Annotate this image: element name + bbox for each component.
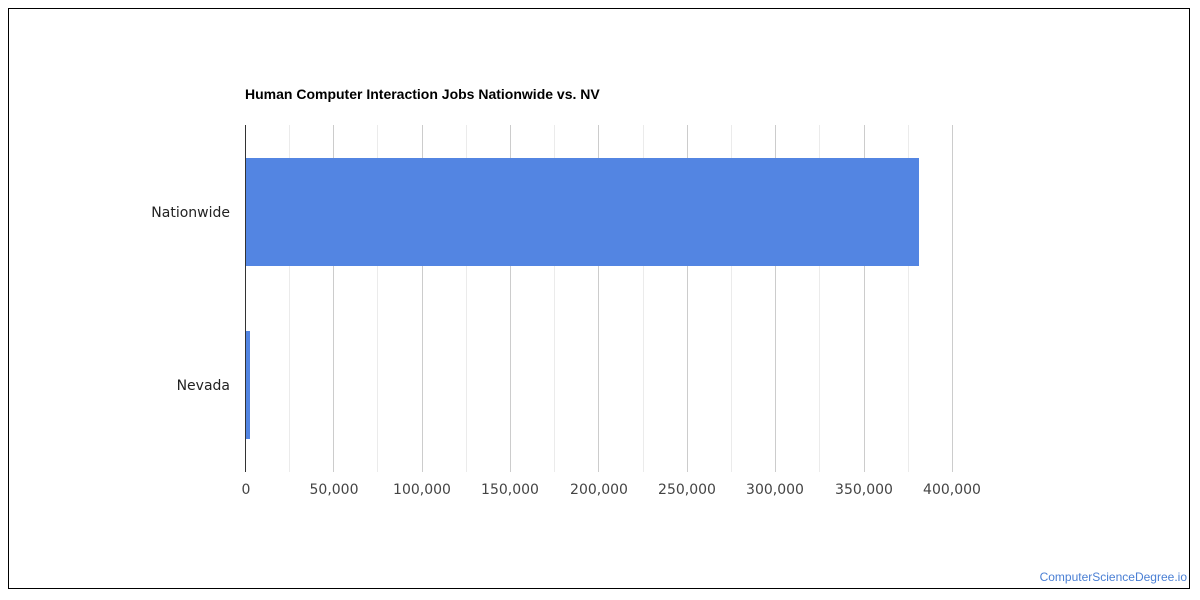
gridline [598,125,599,472]
y-axis-line [245,125,246,472]
gridline [687,125,688,472]
x-tick-label: 300,000 [746,482,804,498]
x-tick-label: 50,000 [309,482,359,498]
gridline [864,125,865,472]
x-tick-label: 100,000 [393,482,451,498]
category-label-nationwide: Nationwide [151,205,230,221]
gridline [731,125,732,472]
gridline [510,125,511,472]
x-tick-label: 350,000 [835,482,893,498]
x-tick-label: 250,000 [658,482,716,498]
x-tick-label: 0 [241,482,251,498]
gridline [819,125,820,472]
category-label-nevada: Nevada [176,378,230,394]
bar-nationwide[interactable] [245,158,919,266]
x-tick-label: 150,000 [481,482,539,498]
x-tick-label: 400,000 [923,482,981,498]
plot-area [245,125,953,472]
chart-title: Human Computer Interaction Jobs Nationwi… [245,86,600,102]
gridline [422,125,423,472]
gridline [466,125,467,472]
gridline [333,125,334,472]
gridline [952,125,953,472]
gridline [775,125,776,472]
bar-nevada[interactable] [245,331,250,439]
gridline [554,125,555,472]
watermark-link[interactable]: ComputerScienceDegree.io [1039,570,1187,584]
x-tick-label: 200,000 [570,482,628,498]
gridline [377,125,378,472]
gridline [908,125,909,472]
gridline [289,125,290,472]
chart-frame [8,8,1190,589]
gridline [643,125,644,472]
